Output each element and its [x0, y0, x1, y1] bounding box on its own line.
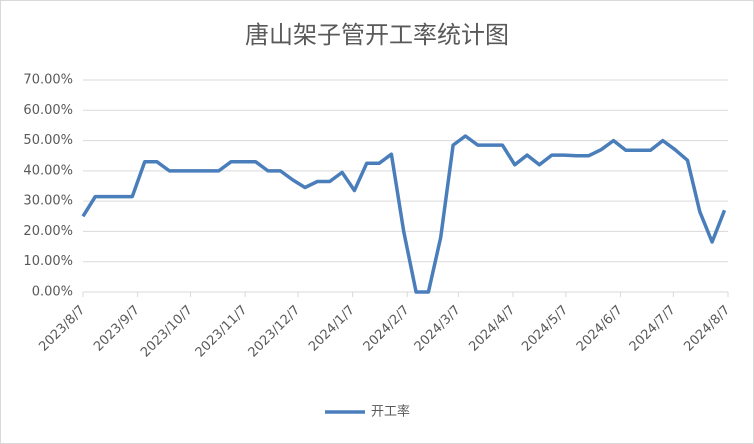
y-tick-label: 30.00% — [23, 194, 73, 209]
series-line — [81, 134, 727, 294]
y-tick-label: 0.00% — [32, 285, 73, 300]
chart-title: 唐山架子管开工率统计图 — [245, 21, 509, 49]
y-tick-label: 40.00% — [23, 163, 73, 178]
y-tick-label: 20.00% — [23, 224, 73, 239]
y-tick-label: 50.00% — [23, 133, 73, 148]
y-tick-label: 10.00% — [23, 254, 73, 269]
legend-label: 开工率 — [371, 404, 410, 420]
y-tick-label: 70.00% — [23, 73, 73, 88]
y-tick-label: 60.00% — [23, 103, 73, 118]
